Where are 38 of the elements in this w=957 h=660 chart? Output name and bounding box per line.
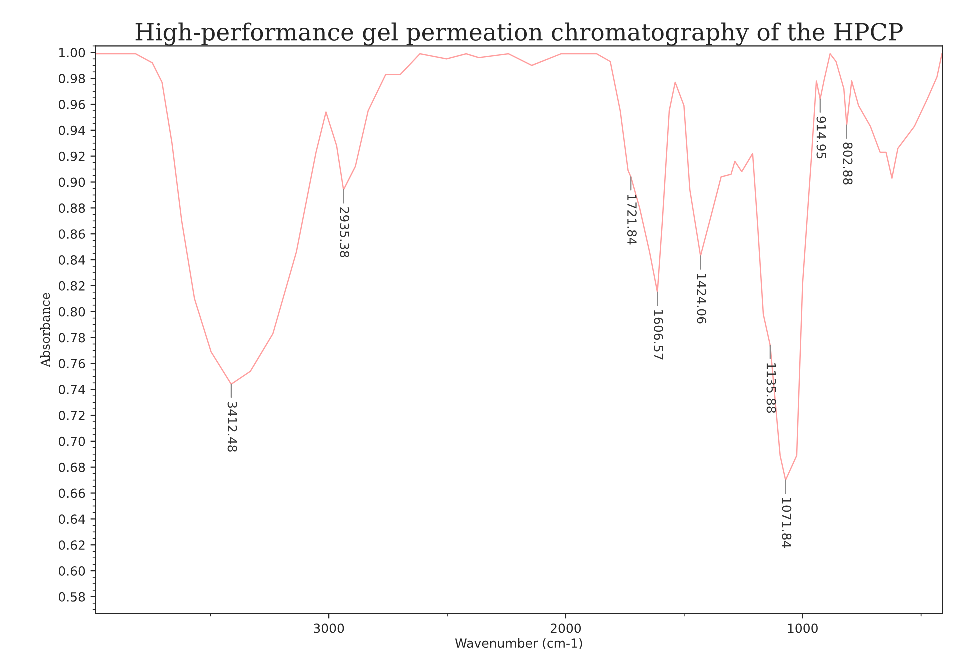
x-axis-title: Wavenumber (cm-1) — [455, 638, 582, 650]
y-tick-label: 0.92 — [58, 152, 85, 162]
annotation: 2935.38 — [340, 208, 350, 258]
y-tick-label: 0.58 — [58, 592, 86, 602]
annotation: 914.95 — [816, 116, 826, 159]
y-tick-label: 0.80 — [58, 307, 86, 317]
y-tick-label: 0.98 — [58, 74, 86, 84]
y-tick-label: 0.72 — [58, 411, 85, 420]
y-tick-label: 0.88 — [58, 204, 86, 214]
annotation: 3412.48 — [228, 402, 238, 452]
y-tick-label: 0.60 — [58, 566, 86, 576]
annotation: 1606.57 — [654, 310, 664, 360]
line-series — [96, 53, 943, 481]
y-tick-label: 0.94 — [58, 126, 86, 136]
x-tick-label: 1000 — [788, 624, 818, 634]
y-tick-label: 0.64 — [58, 514, 86, 524]
y-tick-label: 0.84 — [58, 255, 86, 265]
annotation: 1071.84 — [782, 498, 792, 548]
y-axis-title: Absorbance — [40, 293, 50, 368]
y-tick-label: 0.66 — [58, 488, 86, 498]
y-tick-label: 1.00 — [60, 48, 86, 58]
y-tick-label: 0.70 — [58, 436, 86, 446]
y-tick-label: 0.76 — [58, 359, 86, 369]
y-tick-label: 0.74 — [58, 385, 86, 395]
y-tick-label: 0.68 — [58, 462, 86, 472]
y-tick-label: 0.82 — [58, 281, 85, 291]
x-tick-label: 2000 — [550, 624, 582, 634]
annotation: 802.88 — [843, 142, 853, 185]
x-tick-label: 3000 — [314, 624, 344, 634]
y-tick-label: 0.90 — [58, 178, 86, 188]
chart-title: High-performance gel permeation chromatography of the HPCP — [136, 22, 903, 46]
annotation: 1721.84 — [627, 195, 637, 245]
y-tick-label: 0.62 — [58, 540, 85, 550]
annotation: 1424.06 — [697, 274, 707, 324]
annotation: 1135.88 — [766, 364, 776, 414]
y-tick-label: 0.96 — [58, 100, 86, 110]
y-tick-label: 0.78 — [58, 333, 86, 343]
y-tick-label: 0.86 — [58, 230, 86, 240]
